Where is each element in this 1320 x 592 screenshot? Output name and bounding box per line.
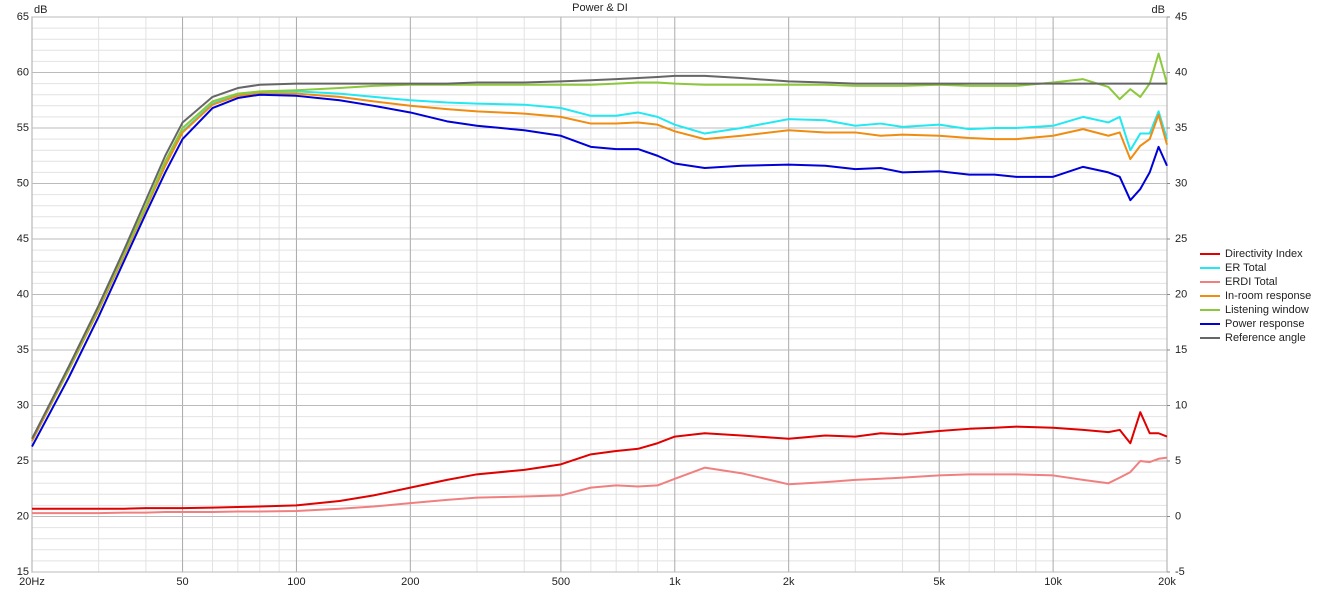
legend-label: Power response [1225,318,1305,330]
y2-tick-label: 35 [1175,122,1187,134]
x-tick-label: 100 [287,576,305,588]
y-tick-label: 25 [17,455,29,467]
y-tick-label: 40 [17,288,29,300]
x-tick-label: 50 [176,576,188,588]
y2-tick-label: 15 [1175,344,1187,356]
x-tick-label: 5k [933,576,945,588]
x-tick-label: 20k [1158,576,1176,588]
y-tick-label: 60 [17,66,29,78]
series-line [32,411,1168,510]
y-tick-label: 30 [17,399,29,411]
x-tick-label: 500 [552,576,570,588]
series-line [31,74,1167,440]
y2-tick-label: 25 [1175,233,1187,245]
x-tick-label: 1k [669,576,681,588]
series-line [31,93,1168,448]
x-tick-label: 200 [401,576,419,588]
y2-tick-label: 0 [1175,510,1181,522]
y2-tick-label: 40 [1175,66,1187,78]
series-line [32,456,1168,515]
legend-label: Listening window [1225,304,1309,316]
y2-tick-label: 10 [1175,399,1187,411]
y2-tick-label: 20 [1175,288,1187,300]
y2-tick-label: 30 [1175,177,1187,189]
y-tick-label: 50 [17,177,29,189]
legend-label: ERDI Total [1225,276,1277,288]
series-line [31,90,1168,442]
y2-axis-label: dB [1152,4,1165,16]
series-line [31,52,1168,440]
legend-label: Directivity Index [1225,248,1303,260]
series-line [31,92,1168,442]
legend-label: Reference angle [1225,332,1306,344]
legend-label: ER Total [1225,262,1266,274]
y-tick-label: 65 [17,11,29,23]
x-tick-label: 20Hz [19,576,45,588]
chart-title: Power & DI [572,2,628,14]
y-tick-label: 15 [17,566,29,578]
y-tick-label: 35 [17,344,29,356]
y-axis-label: dB [34,4,47,16]
legend-label: In-room response [1225,290,1311,302]
x-tick-label: 2k [783,576,795,588]
y-tick-label: 55 [17,122,29,134]
x-tick-label: 10k [1044,576,1062,588]
y-tick-label: 20 [17,510,29,522]
y2-tick-label: 45 [1175,11,1187,23]
y2-tick-label: 5 [1175,455,1181,467]
y2-tick-label: -5 [1175,566,1185,578]
y-tick-label: 45 [17,233,29,245]
